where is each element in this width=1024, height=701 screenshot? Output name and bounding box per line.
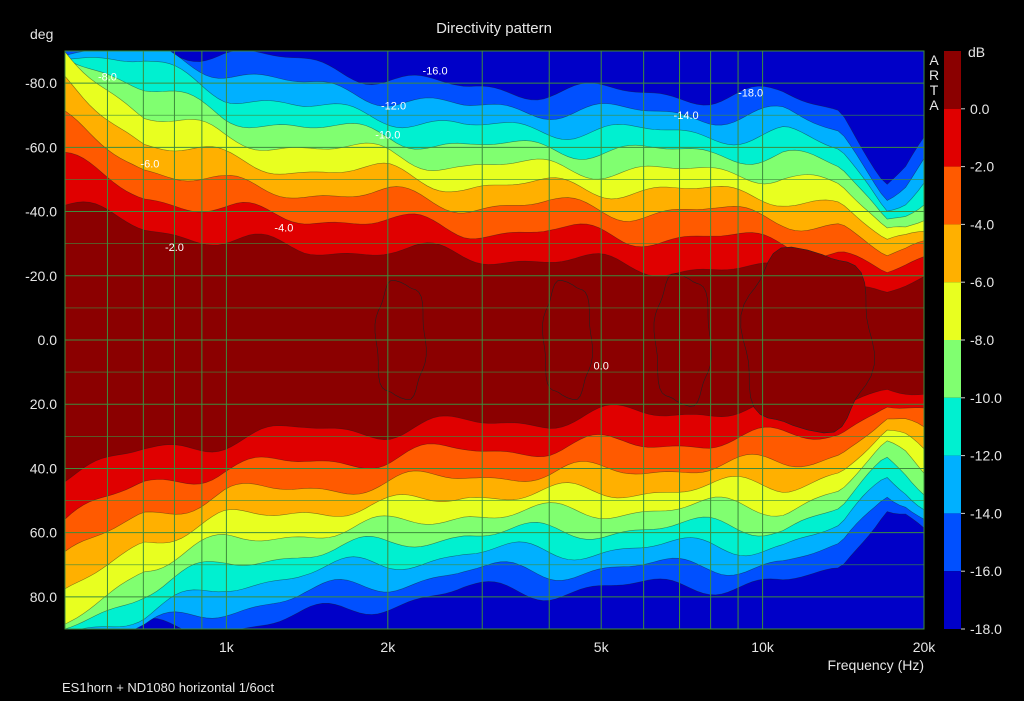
plot-frame: [64, 50, 925, 630]
heatmap-plot-area: [65, 51, 924, 629]
colorbar-label: -12.0: [970, 448, 1002, 464]
x-tick-20k: 20k: [913, 639, 937, 655]
colorbar-swatch-2: [944, 166, 961, 225]
colorbar-swatch-1: [944, 108, 961, 167]
y-tick--20.0: -20.0: [25, 268, 57, 284]
colorbar-label: -18.0: [970, 621, 1002, 637]
contour-label: -12.0: [381, 101, 406, 113]
colorbar-swatch-3: [944, 224, 961, 283]
colorbar-swatch-5: [944, 340, 961, 398]
contour-label: -10.0: [375, 129, 400, 141]
colorbar-swatch-0: [944, 51, 961, 109]
x-tick-10k: 10k: [751, 639, 775, 655]
chart-title: Directivity pattern: [436, 20, 552, 37]
x-tick-labels: 1k 2k 5k 10k 20k: [219, 639, 936, 655]
colorbar-label: -6.0: [970, 274, 994, 290]
contour-label: -8.0: [98, 72, 117, 84]
contour-label: -18.0: [738, 88, 763, 100]
y-tick-labels: -80.0 -60.0 -40.0 -20.0 0.0 20.0 40.0 60.0 80.0: [25, 75, 57, 605]
watermark-letter: R: [929, 67, 939, 83]
x-tick-2k: 2k: [380, 639, 396, 655]
y-tick--80.0: -80.0: [25, 75, 57, 91]
grid: [64, 50, 925, 630]
colorbar-swatch-9: [944, 571, 961, 629]
colorbar-label: -16.0: [970, 563, 1002, 579]
y-tick-0.0: 0.0: [38, 332, 58, 348]
colorbar-label: -8.0: [970, 332, 994, 348]
x-axis-label: Frequency (Hz): [828, 657, 924, 673]
x-tick-1k: 1k: [219, 639, 235, 655]
contour-label: -2.0: [165, 242, 184, 254]
colorbar-legend: dB 0.0 -2.0 -4.0 -6.0 -8.0 -10.0 -12.0 -14.0 -16.…: [944, 44, 1002, 637]
colorbar-unit: dB: [968, 44, 985, 60]
y-axis-label: deg: [30, 26, 53, 42]
y-tick-60.0: 60.0: [30, 525, 57, 541]
y-tick-40.0: 40.0: [30, 460, 57, 476]
contour-label: -14.0: [674, 110, 699, 122]
contour-band-m2db: [65, 201, 924, 483]
colorbar-label: -2.0: [970, 159, 994, 175]
x-tick-5k: 5k: [594, 639, 610, 655]
colorbar-swatch-8: [944, 513, 961, 572]
colorbar-swatch-7: [944, 455, 961, 514]
colorbar-label: -4.0: [970, 216, 994, 232]
watermark-letter: T: [930, 82, 939, 98]
contour-label: -16.0: [423, 65, 448, 77]
colorbar-swatch-6: [944, 397, 961, 456]
colorbar-swatch-4: [944, 282, 961, 340]
watermark-letter: A: [929, 97, 939, 113]
contour-label: 0.0: [594, 361, 609, 373]
y-tick--60.0: -60.0: [25, 139, 57, 155]
colorbar-label: 0.0: [970, 101, 990, 117]
measurement-footer: ES1horn + ND1080 horizontal 1/6oct: [62, 680, 275, 695]
colorbar-label: -10.0: [970, 390, 1002, 406]
y-tick-80.0: 80.0: [30, 589, 57, 605]
contour-labels: -16.0 -18.0 -14.0 -12.0 -10.0 -8.0 -6.0 -4.0 -2.…: [98, 65, 763, 372]
watermark-letter: A: [929, 52, 939, 68]
y-tick-20.0: 20.0: [30, 396, 57, 412]
colorbar-label: -14.0: [970, 505, 1002, 521]
contour-label: -4.0: [274, 223, 293, 235]
y-tick--40.0: -40.0: [25, 204, 57, 220]
contour-label: -6.0: [140, 158, 159, 170]
